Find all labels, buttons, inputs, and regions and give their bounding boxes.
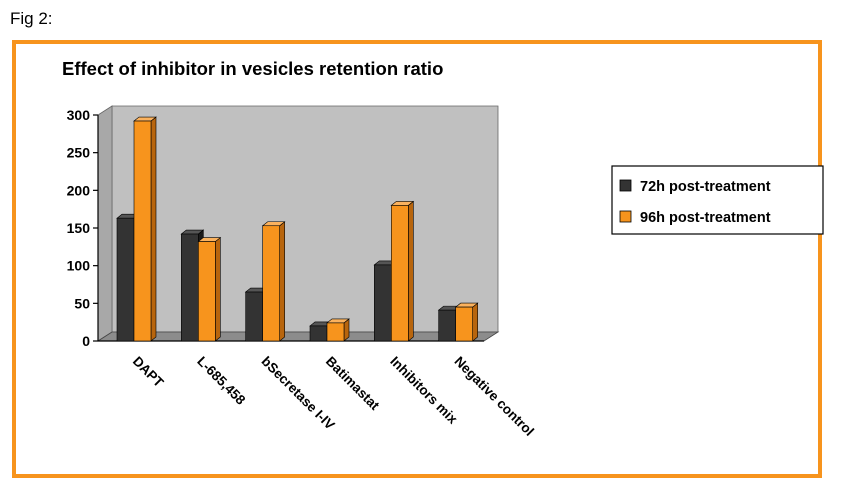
legend: 72h post-treatment 96h post-treatment	[611, 165, 824, 235]
plot-walls	[96, 105, 500, 342]
chart-title: Effect of inhibitor in vesicles retentio…	[62, 58, 444, 79]
y-tick-label: 50	[74, 295, 90, 311]
bar-front	[198, 241, 216, 342]
bar-side	[215, 236, 221, 342]
y-tick-label: 250	[67, 145, 91, 161]
bar	[326, 318, 350, 342]
bar-front	[326, 322, 345, 342]
bar	[133, 116, 157, 342]
bar-side	[279, 221, 285, 342]
bar-front	[181, 233, 199, 342]
legend-swatch	[619, 179, 632, 192]
bar-front	[262, 225, 280, 342]
bar-front	[438, 309, 456, 342]
y-tick-label: 100	[67, 258, 91, 274]
bar	[261, 221, 286, 342]
back-wall	[111, 105, 499, 333]
y-tick-label: 0	[82, 333, 90, 349]
bars	[116, 116, 479, 342]
bar	[454, 302, 479, 342]
y-tick-label: 200	[67, 182, 91, 198]
y-tick-label: 300	[67, 107, 91, 123]
bar-front	[391, 205, 409, 342]
legend-swatch	[619, 210, 632, 223]
category-label: DAPT	[130, 354, 167, 391]
bar-front	[245, 291, 263, 342]
bar-front	[133, 120, 152, 342]
category-label: Batimastat	[323, 354, 383, 414]
bar-side	[472, 302, 478, 342]
bar-front	[455, 306, 473, 342]
figure-label: Fig 2:	[10, 9, 53, 28]
bar-front	[116, 217, 135, 342]
category-label: Negative control	[452, 354, 537, 439]
category-label: L-685,458	[194, 354, 248, 408]
legend-label: 96h post-treatment	[640, 210, 771, 226]
bar-front	[309, 325, 328, 342]
category-label: Inhibitors mix	[387, 354, 461, 428]
y-axis: 0 50 100 150 200 250 300	[67, 107, 484, 349]
bar-front	[374, 264, 392, 342]
bar-side	[150, 116, 157, 342]
legend-label: 72h post-treatment	[640, 179, 771, 195]
bar-side	[408, 200, 414, 342]
y-tick-label: 150	[67, 220, 91, 236]
side-wall	[97, 105, 113, 342]
bar	[197, 236, 222, 342]
legend-box	[611, 165, 824, 235]
floor	[96, 331, 500, 342]
bar	[390, 200, 415, 342]
